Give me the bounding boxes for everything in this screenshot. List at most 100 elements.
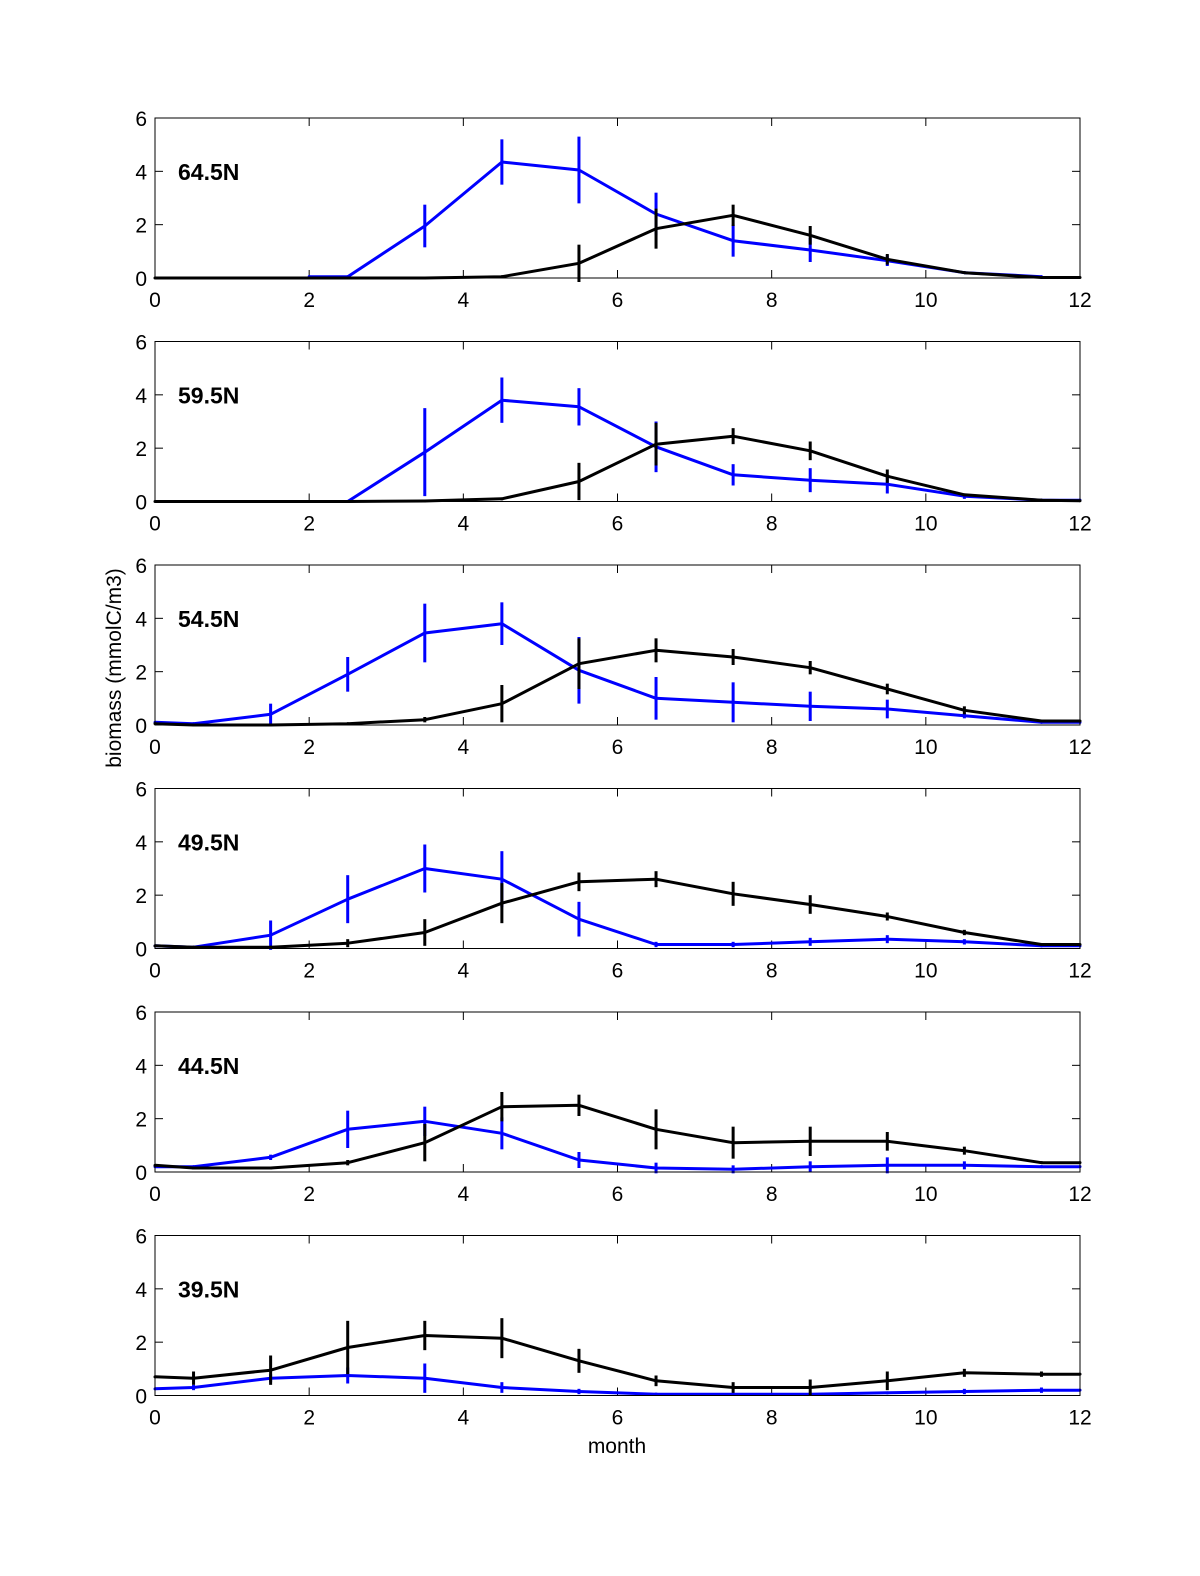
data-point-blue <box>577 1158 581 1162</box>
y-tick-label: 2 <box>135 215 147 238</box>
y-tick-label: 2 <box>135 438 147 461</box>
y-tick-label: 4 <box>135 385 147 408</box>
data-point-black <box>192 945 196 949</box>
data-point-black <box>269 1368 273 1372</box>
series-line-blue <box>155 1119 1080 1171</box>
data-point-blue <box>962 714 966 718</box>
data-point-black <box>346 722 350 726</box>
x-tick-label: 2 <box>303 513 315 536</box>
data-point-blue <box>577 917 581 921</box>
data-point-black <box>885 257 889 261</box>
data-point-blue <box>423 1376 427 1380</box>
x-tick-label: 12 <box>1068 960 1091 983</box>
data-point-black <box>500 702 504 706</box>
x-tick-label: 10 <box>914 513 937 536</box>
y-tick-label: 2 <box>135 662 147 685</box>
panel-label: 59.5N <box>178 383 239 409</box>
x-tick-label: 4 <box>457 960 469 983</box>
data-point-black <box>192 1376 196 1380</box>
data-point-black <box>346 1161 350 1165</box>
data-point-black <box>962 931 966 934</box>
axes-box <box>154 117 1081 279</box>
x-tick-label: 12 <box>1068 289 1091 312</box>
x-tick-label: 2 <box>303 1407 315 1430</box>
panel-44-5n: 0 2 4 6 8 10 12 0 2 4 6 44.5N <box>135 1002 1091 1206</box>
x-tick-label: 8 <box>766 1183 778 1206</box>
x-tick-label: 8 <box>766 960 778 983</box>
data-point-black <box>1039 943 1043 946</box>
data-point-blue <box>500 877 504 881</box>
data-point-black <box>731 434 735 438</box>
data-point-blue <box>577 168 581 172</box>
y-tick-label: 0 <box>135 715 147 738</box>
data-point-blue <box>346 897 350 901</box>
data-point-black <box>269 1166 273 1170</box>
y-tick-label: 4 <box>135 1055 147 1078</box>
data-point-blue <box>654 1392 658 1396</box>
data-point-black <box>808 1386 812 1389</box>
data-point-black <box>962 708 966 712</box>
x-tick-label: 0 <box>149 1407 161 1430</box>
series-line-blue <box>154 1374 1080 1396</box>
data-point-blue <box>962 1163 966 1167</box>
data-point-black <box>654 227 658 231</box>
x-tick-label: 12 <box>1068 513 1091 536</box>
data-point-black <box>808 903 812 906</box>
x-tick-label: 10 <box>914 736 937 759</box>
x-tick-label: 10 <box>914 960 937 983</box>
panel-39-5n: 0 2 4 6 8 10 12 0 2 4 6 39.5N <box>135 1226 1091 1430</box>
data-point-black <box>500 1336 504 1340</box>
series-line-black <box>154 877 1080 949</box>
data-point-black <box>962 493 966 497</box>
data-point-black <box>731 1141 735 1145</box>
series-line-black <box>154 1103 1080 1170</box>
x-tick-label: 4 <box>457 736 469 759</box>
data-point-blue <box>500 398 504 402</box>
x-tick-label: 10 <box>914 1407 937 1430</box>
data-point-black <box>654 877 658 881</box>
x-tick-label: 10 <box>914 1183 937 1206</box>
data-point-blue <box>731 239 735 243</box>
y-tick-label: 6 <box>135 779 147 802</box>
y-tick-label: 2 <box>135 1332 147 1355</box>
series-line-blue <box>154 867 1080 949</box>
y-tick-label: 0 <box>135 939 147 962</box>
x-tick-label: 2 <box>303 960 315 983</box>
y-tick-label: 6 <box>135 332 147 355</box>
data-point-blue <box>808 1165 812 1169</box>
data-point-blue <box>1039 1165 1043 1169</box>
data-point-black <box>500 901 504 905</box>
axes-box <box>154 341 1081 502</box>
x-tick-label: 6 <box>612 736 624 759</box>
x-tick-label: 4 <box>457 513 469 536</box>
x-tick-label: 0 <box>149 960 161 983</box>
x-tick-label: 2 <box>303 289 315 312</box>
x-tick-label: 4 <box>457 289 469 312</box>
data-point-blue <box>192 1386 196 1389</box>
y-tick-label: 6 <box>135 555 147 578</box>
data-point-black <box>500 1105 504 1109</box>
x-tick-label: 12 <box>1068 736 1091 759</box>
data-point-black <box>192 1166 196 1170</box>
series-line-blue <box>154 622 1080 726</box>
y-tick-label: 6 <box>135 108 147 131</box>
data-point-black <box>962 271 966 275</box>
data-point-blue <box>885 1391 889 1395</box>
data-point-black <box>962 1149 966 1153</box>
x-tick-label: 6 <box>612 1183 624 1206</box>
data-point-black <box>500 275 504 279</box>
y-tick-label: 4 <box>135 161 147 184</box>
panel-label: 54.5N <box>178 606 239 632</box>
data-point-black <box>577 261 581 265</box>
data-point-black <box>346 1346 350 1349</box>
data-point-blue <box>577 1390 581 1393</box>
data-point-blue <box>885 482 889 486</box>
data-point-blue <box>808 478 812 482</box>
data-point-black <box>731 213 735 217</box>
data-point-black <box>269 945 273 949</box>
data-point-black <box>808 449 812 453</box>
data-point-black <box>1039 1161 1043 1165</box>
x-tick-label: 6 <box>612 289 624 312</box>
data-point-blue <box>654 943 658 946</box>
data-point-blue <box>423 1119 427 1123</box>
